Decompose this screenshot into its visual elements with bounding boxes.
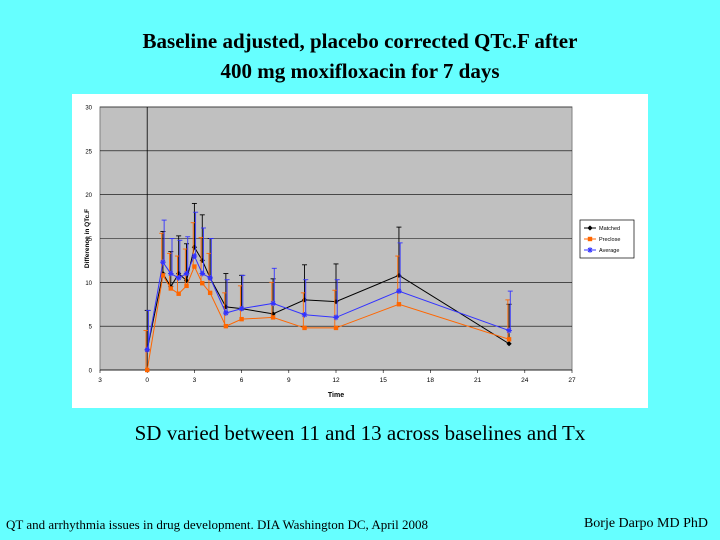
data-point [333, 314, 339, 321]
data-point [207, 275, 213, 281]
x-tick-label: 18 [427, 377, 435, 384]
y-tick-label: 15 [85, 237, 92, 243]
y-tick-label: 30 [85, 106, 92, 112]
legend-marker [587, 247, 593, 253]
data-point [506, 337, 512, 342]
series-preclose [143, 222, 512, 373]
data-point [160, 273, 166, 278]
data-point [207, 290, 213, 296]
slide-title-line-1: Baseline adjusted, placebo corrected QTc… [142, 29, 578, 53]
y-axis-title: Difference in QTc.F [84, 209, 91, 268]
legend: Matched Preclose Average [579, 219, 635, 259]
y-tick-label: 0 [89, 369, 93, 375]
data-point [200, 281, 205, 286]
footer-conference: QT and arrhythmia issues in drug develop… [6, 517, 429, 532]
sd-note: SD varied between 11 and 13 across basel… [134, 421, 586, 445]
data-point [396, 302, 402, 307]
chart-container: 0 5 10 15 20 25 30 3 0 3 6 9 12 15 18 21 24 27 Time Differe… [72, 94, 648, 408]
y-tick-label: 20 [85, 193, 92, 199]
legend-label: Matched [599, 226, 620, 232]
data-point [199, 270, 206, 277]
data-point [239, 316, 244, 322]
slide-title: Baseline adjusted, placebo corrected QTc… [0, 26, 720, 86]
data-point [144, 347, 150, 353]
data-point [168, 286, 173, 291]
data-point [396, 288, 402, 294]
data-point [223, 323, 229, 329]
legend-label: Average [599, 248, 619, 254]
data-point [192, 264, 197, 269]
data-point [333, 325, 339, 331]
y-tick-label: 25 [85, 149, 92, 155]
x-tick-label: 0 [145, 377, 149, 384]
x-tick-label: 3 [193, 377, 197, 384]
x-axis-title: Time [328, 392, 344, 399]
legend-marker [587, 236, 593, 242]
x-tick-label: 9 [287, 377, 291, 384]
x-tick-label: 15 [380, 377, 388, 384]
x-tick-label: 24 [521, 377, 529, 384]
data-point [506, 341, 512, 347]
data-point [223, 310, 229, 316]
data-point [191, 253, 198, 259]
legend-label: Preclose [599, 237, 620, 243]
data-point [175, 275, 182, 281]
data-point [301, 311, 308, 318]
data-point [270, 300, 276, 307]
series-average [144, 211, 513, 353]
x-tick-label: 6 [240, 377, 244, 384]
data-point [145, 367, 150, 373]
data-point [176, 291, 181, 296]
data-point [238, 305, 245, 312]
data-point [270, 315, 276, 320]
x-tick-label: 27 [568, 377, 576, 384]
data-point [184, 283, 189, 289]
x-tick-label: 21 [474, 377, 482, 384]
y-tick-label: 10 [85, 281, 92, 287]
x-tick-label: 3 [98, 377, 102, 384]
data-point [183, 270, 190, 277]
data-point [168, 270, 174, 277]
x-tick-label: 12 [332, 377, 340, 384]
footer-author: Borje Darpo MD PhD [583, 516, 708, 531]
legend-marker [587, 225, 593, 231]
data-point [160, 259, 166, 265]
slide-title-line-2: 400 mg moxifloxacin for 7 days [220, 59, 500, 83]
data-point [302, 325, 307, 331]
y-tick-label: 5 [89, 325, 93, 331]
data-point [506, 327, 512, 334]
